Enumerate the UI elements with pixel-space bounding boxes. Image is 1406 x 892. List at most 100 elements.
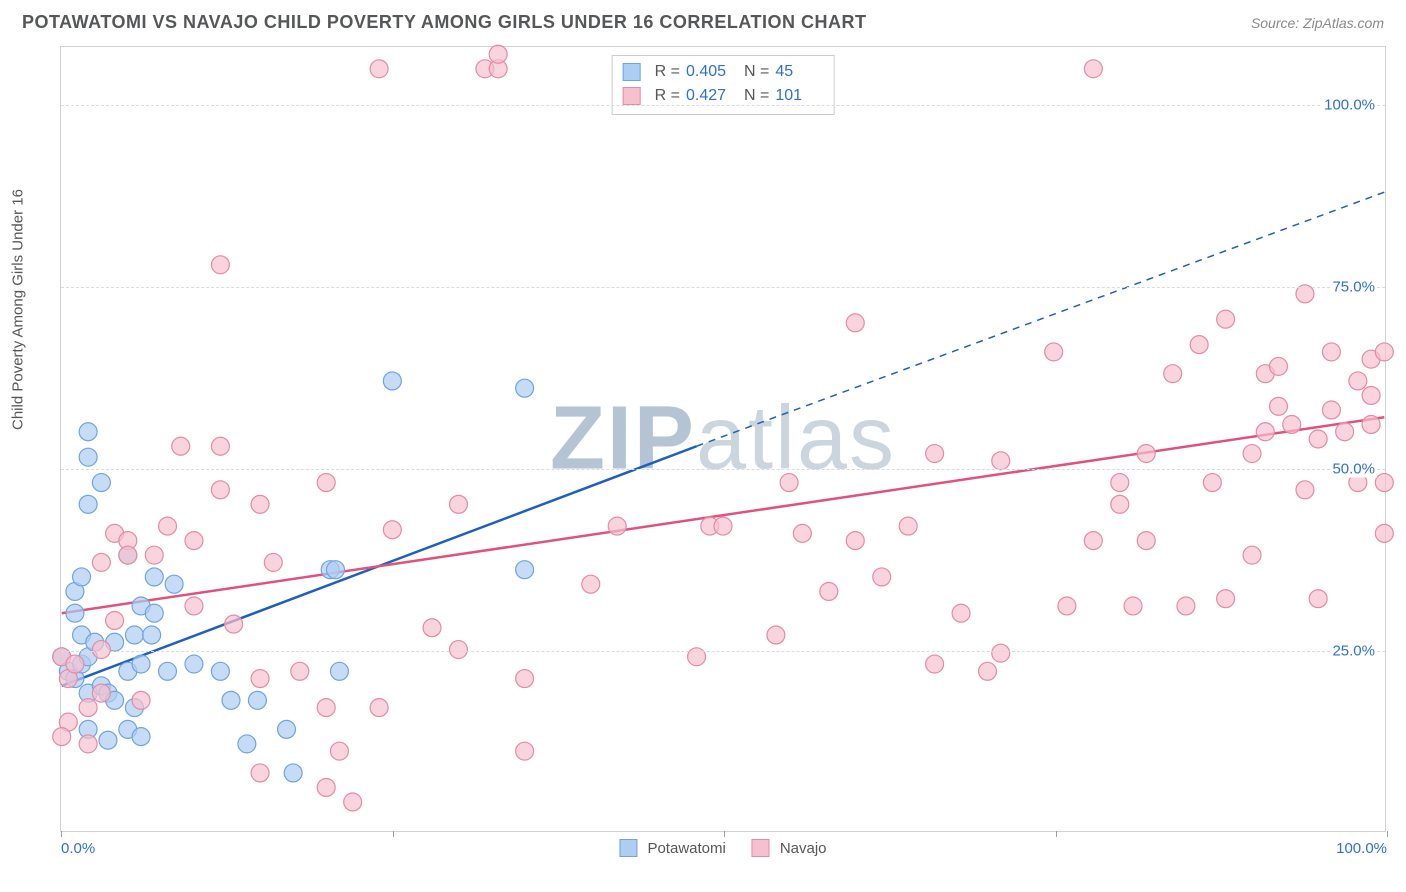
x-tick-label: 0.0%	[61, 840, 95, 857]
data-point	[145, 604, 163, 622]
source-label: Source:	[1251, 15, 1303, 31]
data-point	[92, 684, 110, 702]
legend-label: Navajo	[780, 840, 827, 857]
data-point	[1243, 546, 1261, 564]
data-point	[608, 517, 626, 535]
data-point	[516, 561, 534, 579]
data-point	[846, 314, 864, 332]
data-point	[284, 764, 302, 782]
data-point	[145, 546, 163, 564]
gridline-h	[61, 287, 1385, 288]
data-point	[159, 517, 177, 535]
data-point	[79, 735, 97, 753]
data-point	[251, 670, 269, 688]
stat-n-value: 45	[775, 60, 823, 84]
data-point	[516, 670, 534, 688]
data-point	[225, 615, 243, 633]
data-point	[714, 517, 732, 535]
x-tick-mark	[724, 831, 725, 837]
x-tick-label: 100.0%	[1336, 840, 1387, 857]
legend-swatch	[623, 87, 641, 105]
legend-swatch	[619, 839, 637, 857]
stat-r-value: 0.405	[686, 60, 734, 84]
data-point	[1217, 310, 1235, 328]
data-point	[79, 495, 97, 513]
data-point	[1084, 60, 1102, 78]
data-point	[899, 517, 917, 535]
gridline-h	[61, 469, 1385, 470]
data-point	[92, 553, 110, 571]
data-point	[1375, 524, 1393, 542]
data-point	[132, 691, 150, 709]
data-point	[106, 612, 124, 630]
data-point	[1111, 495, 1129, 513]
data-point	[1243, 445, 1261, 463]
data-point	[119, 546, 137, 564]
data-point	[926, 655, 944, 673]
data-point	[238, 735, 256, 753]
data-point	[1336, 423, 1354, 441]
data-point	[1190, 336, 1208, 354]
legend-swatch	[623, 63, 641, 81]
data-point	[132, 728, 150, 746]
data-point	[1217, 590, 1235, 608]
data-point	[66, 655, 84, 673]
data-point	[344, 793, 362, 811]
source-attribution: Source: ZipAtlas.com	[1251, 15, 1384, 31]
data-point	[317, 778, 335, 796]
data-point	[211, 437, 229, 455]
data-point	[185, 597, 203, 615]
data-point	[317, 699, 335, 717]
data-point	[165, 575, 183, 593]
data-point	[516, 742, 534, 760]
source-name: ZipAtlas.com	[1303, 15, 1384, 31]
data-point	[582, 575, 600, 593]
data-point	[211, 256, 229, 274]
data-point	[330, 662, 348, 680]
data-point	[1349, 372, 1367, 390]
data-point	[145, 568, 163, 586]
y-tick-label: 50.0%	[1330, 461, 1377, 478]
data-point	[992, 644, 1010, 662]
data-point	[53, 728, 71, 746]
data-point	[370, 60, 388, 78]
scatter-points-layer	[61, 47, 1385, 831]
data-point	[79, 699, 97, 717]
data-point	[125, 626, 143, 644]
data-point	[1375, 474, 1393, 492]
data-point	[1256, 423, 1274, 441]
data-point	[79, 423, 97, 441]
data-point	[1203, 474, 1221, 492]
series-legend: PotawatomiNavajo	[619, 839, 826, 857]
data-point	[99, 731, 117, 749]
data-point	[1375, 343, 1393, 361]
data-point	[211, 662, 229, 680]
y-tick-label: 25.0%	[1330, 643, 1377, 660]
data-point	[1111, 474, 1129, 492]
data-point	[248, 691, 266, 709]
data-point	[66, 604, 84, 622]
gridline-h	[61, 651, 1385, 652]
data-point	[132, 655, 150, 673]
data-point	[326, 561, 344, 579]
scatter-plot: ZIPatlas R = 0.405N = 45R = 0.427N = 101…	[60, 46, 1386, 832]
stat-key: R =	[655, 60, 680, 84]
data-point	[92, 641, 110, 659]
data-point	[185, 655, 203, 673]
data-point	[264, 553, 282, 571]
data-point	[516, 379, 534, 397]
data-point	[1137, 445, 1155, 463]
data-point	[1137, 532, 1155, 550]
data-point	[1362, 416, 1380, 434]
x-tick-mark	[1056, 831, 1057, 837]
data-point	[979, 662, 997, 680]
legend-swatch	[752, 839, 770, 857]
data-point	[172, 437, 190, 455]
x-tick-mark	[1387, 831, 1388, 837]
data-point	[185, 532, 203, 550]
x-tick-mark	[61, 831, 62, 837]
data-point	[449, 495, 467, 513]
data-point	[330, 742, 348, 760]
y-tick-label: 100.0%	[1322, 97, 1377, 114]
data-point	[1309, 430, 1327, 448]
